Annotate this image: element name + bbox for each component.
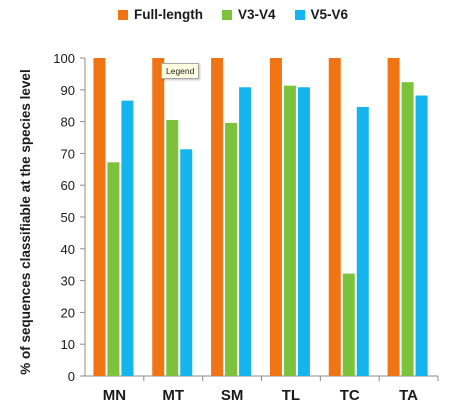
y-tick-label: 10: [61, 337, 75, 352]
bar-sm-v3-v4: [225, 122, 238, 376]
y-tick-label: 0: [68, 369, 75, 384]
y-tick-label: 30: [61, 274, 75, 289]
legend-label-v5-v6: V5-V6: [310, 7, 349, 22]
bar-ta-v5-v6: [415, 95, 428, 377]
y-tick-label: 40: [61, 242, 75, 257]
bar-tc-v5-v6: [356, 106, 369, 377]
bar-mt-v3-v4: [166, 120, 179, 376]
tick-labels: 0 10 20 30 40 50 60 70 80 90 100 MN MT SM TL TC TA: [53, 51, 418, 404]
bar-tc-full-length: [328, 58, 341, 376]
legend-tooltip: Legend: [161, 63, 200, 79]
legend-label-v3-v4: V3-V4: [237, 7, 276, 22]
bar-tc-v3-v4: [342, 273, 355, 376]
bar-tl-v3-v4: [283, 85, 296, 376]
x-tick-label: MN: [103, 387, 126, 404]
bar-sm-full-length: [211, 58, 224, 376]
y-axis-label: % of sequences classifiable at the speci…: [18, 69, 33, 374]
x-tick-label: TL: [282, 387, 300, 404]
legend-item-full-length: Full-length: [118, 7, 203, 22]
x-tick-label: SM: [221, 387, 244, 404]
y-tick-label: 50: [61, 210, 75, 225]
x-tick-label: TC: [340, 387, 360, 404]
y-tick-label: 70: [61, 146, 75, 161]
bar-sm-v5-v6: [239, 87, 252, 377]
legend-item-v5-v6: V5-V6: [294, 7, 349, 22]
y-tick-label: 100: [53, 51, 75, 66]
bar-tl-full-length: [269, 58, 282, 376]
x-tick-label: MT: [162, 387, 184, 404]
bar-ta-full-length: [387, 58, 400, 376]
bar-mn-v3-v4: [107, 162, 120, 376]
y-tick-label: 80: [61, 115, 75, 130]
bar-tl-v5-v6: [297, 87, 310, 377]
legend: Full-length V3-V4 V5-V6: [118, 7, 367, 22]
bar-ta-v3-v4: [401, 82, 414, 376]
y-tick-label: 60: [61, 178, 75, 193]
y-tick-label: 20: [61, 305, 75, 320]
legend-swatch-full-length: [118, 9, 128, 20]
legend-swatch-v5-v6: [294, 9, 305, 20]
legend-item-v3-v4: V3-V4: [221, 7, 276, 22]
bar-mn-full-length: [93, 58, 106, 376]
x-tick-label: TA: [399, 387, 418, 404]
legend-label-full-length: Full-length: [134, 7, 203, 22]
y-tick-label: 90: [61, 83, 75, 98]
legend-swatch-v3-v4: [221, 9, 232, 20]
bar-mn-v5-v6: [121, 100, 134, 376]
axes: [80, 57, 439, 381]
bars: [93, 58, 428, 377]
bar-mt-v5-v6: [180, 149, 193, 376]
bar-mt-full-length: [152, 58, 165, 376]
